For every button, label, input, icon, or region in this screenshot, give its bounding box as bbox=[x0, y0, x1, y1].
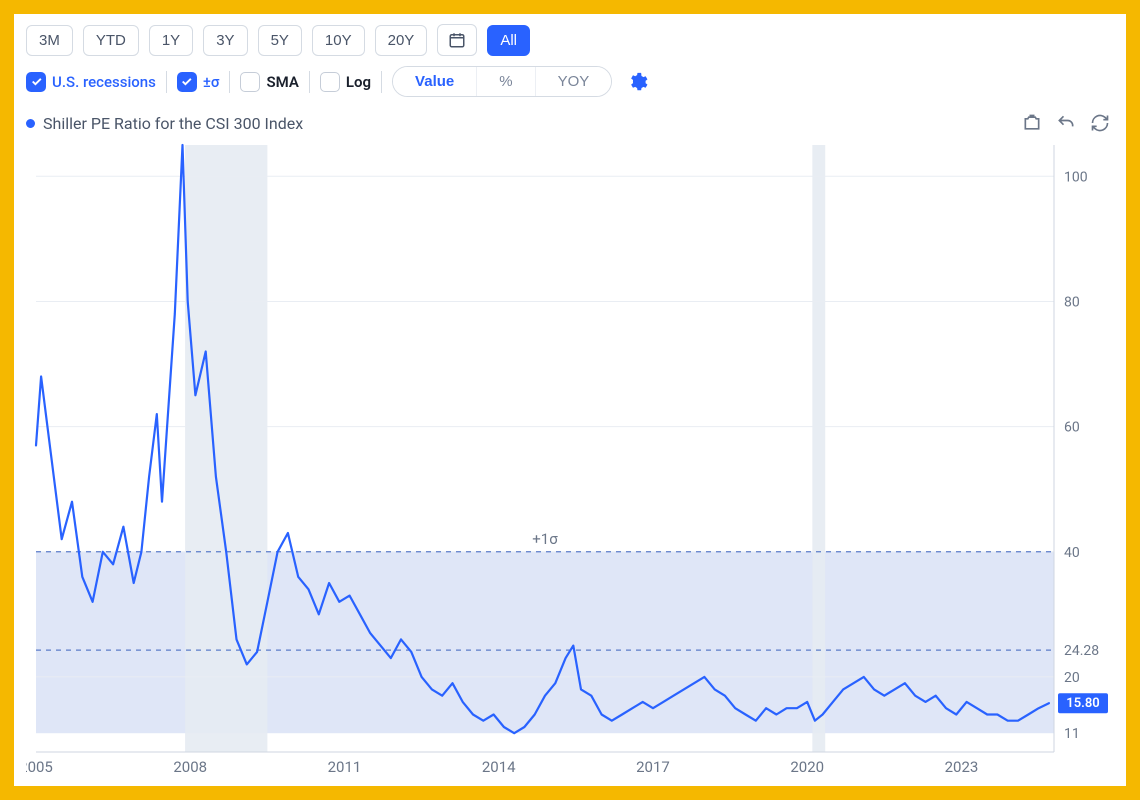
svg-text:2017: 2017 bbox=[636, 758, 670, 776]
range-10y[interactable]: 10Y bbox=[312, 25, 365, 56]
svg-text:24.28: 24.28 bbox=[1064, 643, 1099, 659]
seg-percent[interactable]: % bbox=[476, 67, 534, 96]
gear-icon bbox=[626, 71, 648, 93]
range-3m[interactable]: 3M bbox=[26, 25, 73, 56]
divider bbox=[309, 71, 310, 93]
divider bbox=[166, 71, 167, 93]
log-checkbox[interactable] bbox=[320, 72, 340, 92]
line-chart: 20 40 60 80 100 24.28 11 +1σ 2005 2008 2011 2014 201… bbox=[26, 137, 1114, 778]
divider bbox=[229, 71, 230, 93]
undo-icon bbox=[1056, 113, 1076, 133]
range-toolbar: 3M YTD 1Y 3Y 5Y 10Y 20Y All bbox=[26, 24, 1114, 56]
svg-text:80: 80 bbox=[1064, 294, 1080, 310]
refresh-icon bbox=[1090, 113, 1110, 133]
svg-text:2020: 2020 bbox=[790, 758, 824, 776]
svg-text:2008: 2008 bbox=[173, 758, 207, 776]
legend-dot bbox=[26, 119, 35, 128]
sigma-toggle[interactable]: ±σ bbox=[177, 72, 220, 92]
log-label: Log bbox=[346, 73, 371, 91]
svg-text:2023: 2023 bbox=[945, 758, 979, 776]
svg-text:100: 100 bbox=[1064, 169, 1088, 185]
undo-button[interactable] bbox=[1056, 113, 1076, 133]
recessions-checkbox[interactable] bbox=[26, 72, 46, 92]
divider bbox=[381, 71, 382, 93]
sma-checkbox[interactable] bbox=[240, 72, 260, 92]
calendar-icon bbox=[448, 31, 466, 49]
options-toolbar: U.S. recessions ±σ SMA Log Value % bbox=[26, 66, 1114, 97]
legend: Shiller PE Ratio for the CSI 300 Index bbox=[26, 114, 303, 133]
svg-text:2014: 2014 bbox=[482, 758, 516, 776]
svg-text:11: 11 bbox=[1064, 726, 1080, 742]
calendar-button[interactable] bbox=[437, 24, 477, 56]
recessions-toggle[interactable]: U.S. recessions bbox=[26, 72, 156, 92]
range-ytd[interactable]: YTD bbox=[83, 25, 139, 56]
sigma-label: ±σ bbox=[203, 73, 220, 91]
range-20y[interactable]: 20Y bbox=[375, 25, 428, 56]
seg-yoy[interactable]: YOY bbox=[535, 67, 612, 96]
chart-tools bbox=[1022, 113, 1110, 133]
settings-button[interactable] bbox=[626, 71, 648, 93]
log-toggle[interactable]: Log bbox=[320, 72, 371, 92]
svg-text:+1σ: +1σ bbox=[532, 530, 558, 548]
chart-area[interactable]: 20 40 60 80 100 24.28 11 +1σ 2005 2008 2011 2014 201… bbox=[26, 137, 1114, 778]
sigma-checkbox[interactable] bbox=[177, 72, 197, 92]
recessions-label: U.S. recessions bbox=[52, 73, 156, 91]
seg-value[interactable]: Value bbox=[393, 67, 476, 96]
sma-toggle[interactable]: SMA bbox=[240, 72, 298, 92]
sma-label: SMA bbox=[266, 73, 298, 91]
svg-text:2005: 2005 bbox=[26, 758, 53, 776]
refresh-button[interactable] bbox=[1090, 113, 1110, 133]
range-3y[interactable]: 3Y bbox=[203, 25, 247, 56]
legend-row: Shiller PE Ratio for the CSI 300 Index bbox=[26, 113, 1114, 133]
snapshot-button[interactable] bbox=[1022, 113, 1042, 133]
svg-text:2011: 2011 bbox=[328, 758, 362, 776]
svg-text:40: 40 bbox=[1064, 545, 1080, 561]
snapshot-icon bbox=[1022, 113, 1042, 133]
legend-text: Shiller PE Ratio for the CSI 300 Index bbox=[43, 114, 303, 133]
svg-text:20: 20 bbox=[1064, 670, 1080, 686]
chart-frame: 3M YTD 1Y 3Y 5Y 10Y 20Y All U.S. recessi… bbox=[0, 0, 1140, 800]
svg-text:15.80: 15.80 bbox=[1066, 696, 1099, 711]
range-all[interactable]: All bbox=[487, 25, 530, 56]
display-mode-segments: Value % YOY bbox=[392, 66, 612, 97]
svg-text:60: 60 bbox=[1064, 420, 1080, 436]
range-1y[interactable]: 1Y bbox=[149, 25, 193, 56]
range-5y[interactable]: 5Y bbox=[258, 25, 302, 56]
